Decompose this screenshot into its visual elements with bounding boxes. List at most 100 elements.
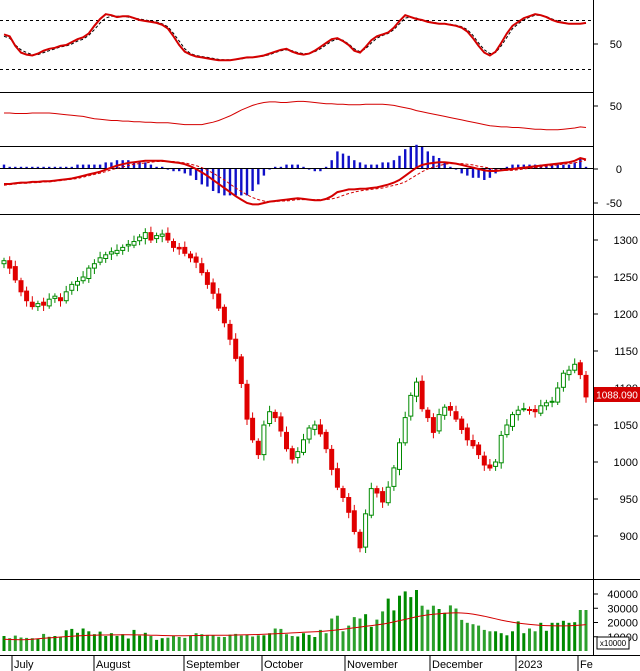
candle-body: [12, 266, 18, 281]
volume-bar: [516, 621, 520, 651]
volume-bar: [59, 637, 62, 651]
candle: [414, 377, 419, 403]
candle: [470, 434, 476, 449]
macd-histogram-bar: [144, 162, 147, 169]
candle: [430, 413, 436, 439]
panel-frames: [0, 0, 640, 656]
candle-body: [69, 283, 75, 291]
volume-bar: [166, 637, 170, 651]
candle-body: [532, 409, 538, 413]
candle: [284, 426, 289, 452]
candle-body: [261, 424, 267, 456]
candle: [425, 407, 431, 422]
volume-bar: [398, 595, 401, 651]
candle-body: [244, 383, 250, 420]
candle: [18, 277, 24, 297]
candle-body: [250, 417, 256, 441]
volume-bar: [352, 617, 356, 651]
candle-body: [210, 282, 216, 294]
candle-body: [7, 260, 13, 269]
candle: [255, 438, 261, 459]
volume-bar: [437, 609, 441, 651]
macd-histogram-bar: [573, 162, 576, 169]
macd-histogram-bar: [291, 164, 294, 169]
candle-body: [464, 427, 470, 441]
macd-histogram-bar: [161, 166, 164, 169]
candle: [301, 433, 306, 456]
price-tick-label: 900: [620, 531, 638, 543]
candle-body: [46, 298, 52, 307]
candle: [481, 451, 487, 471]
volume-bar: [415, 590, 418, 651]
macd-histogram-bar: [104, 162, 107, 169]
candle: [436, 408, 442, 434]
macd-histogram-bar: [155, 166, 158, 169]
candle-body: [238, 356, 244, 384]
candle-body: [549, 400, 555, 403]
macd-histogram-bar: [200, 169, 203, 185]
macd-histogram-bar: [172, 169, 175, 172]
macd-histogram-bar: [110, 162, 113, 169]
candle-body: [391, 467, 397, 487]
macd-histogram-bar: [81, 164, 85, 169]
volume-bar: [30, 638, 34, 651]
candle-body: [447, 406, 453, 411]
candle: [199, 257, 205, 276]
candle-body: [476, 444, 482, 456]
candle: [442, 404, 448, 420]
candle: [476, 442, 482, 459]
candle-body: [86, 267, 92, 280]
candle: [464, 423, 470, 446]
volume-bar: [160, 638, 164, 651]
candle: [555, 382, 561, 405]
volume-tick-label: 30000: [607, 603, 638, 615]
candle: [408, 392, 414, 421]
macd-histogram-bar: [149, 164, 153, 169]
candle: [91, 259, 97, 274]
candle: [498, 430, 504, 469]
macd-histogram-bar: [285, 164, 288, 169]
candle-body: [340, 488, 346, 499]
candle: [86, 265, 92, 283]
candle-body: [510, 414, 515, 427]
candle-body: [555, 387, 561, 403]
candle-body: [125, 243, 131, 247]
candle-body: [453, 411, 459, 420]
macd-histogram-bar: [392, 160, 396, 169]
macd-histogram-bar: [59, 166, 62, 169]
volume-bar: [460, 619, 464, 651]
candle: [216, 288, 222, 311]
macd-histogram-bar: [251, 169, 254, 191]
volume-bar: [239, 635, 243, 651]
macd-histogram-bar: [364, 164, 367, 169]
candle: [577, 359, 583, 380]
volume-bar: [104, 636, 108, 651]
macd-histogram-bar: [36, 166, 40, 169]
macd-histogram-bar: [404, 149, 407, 169]
volume-ma-line: [3, 612, 587, 641]
candle-body: [425, 409, 431, 419]
candle-body: [29, 301, 35, 308]
candle: [532, 405, 538, 418]
candle-body: [493, 461, 499, 467]
volume-bar: [70, 628, 74, 651]
candle: [538, 399, 544, 417]
candle-body: [267, 411, 273, 425]
candle-body: [498, 434, 504, 464]
macd-histogram-bar: [477, 169, 480, 178]
volume-bar: [76, 632, 79, 651]
macd-histogram-bar: [189, 169, 192, 176]
candlesticks: [1, 226, 589, 553]
candle: [12, 260, 18, 283]
volume-bar: [318, 629, 322, 651]
candle-body: [199, 263, 205, 274]
volume-bar: [109, 633, 113, 651]
macd-histogram-bar: [505, 166, 509, 169]
volume-bar: [375, 619, 379, 651]
volume-bar: [364, 614, 368, 651]
candle: [244, 379, 250, 425]
macd-tick-zero: 0: [616, 164, 622, 176]
candle: [380, 487, 386, 508]
volume-tick-label: 20000: [607, 618, 638, 630]
volume-bar: [217, 636, 221, 652]
